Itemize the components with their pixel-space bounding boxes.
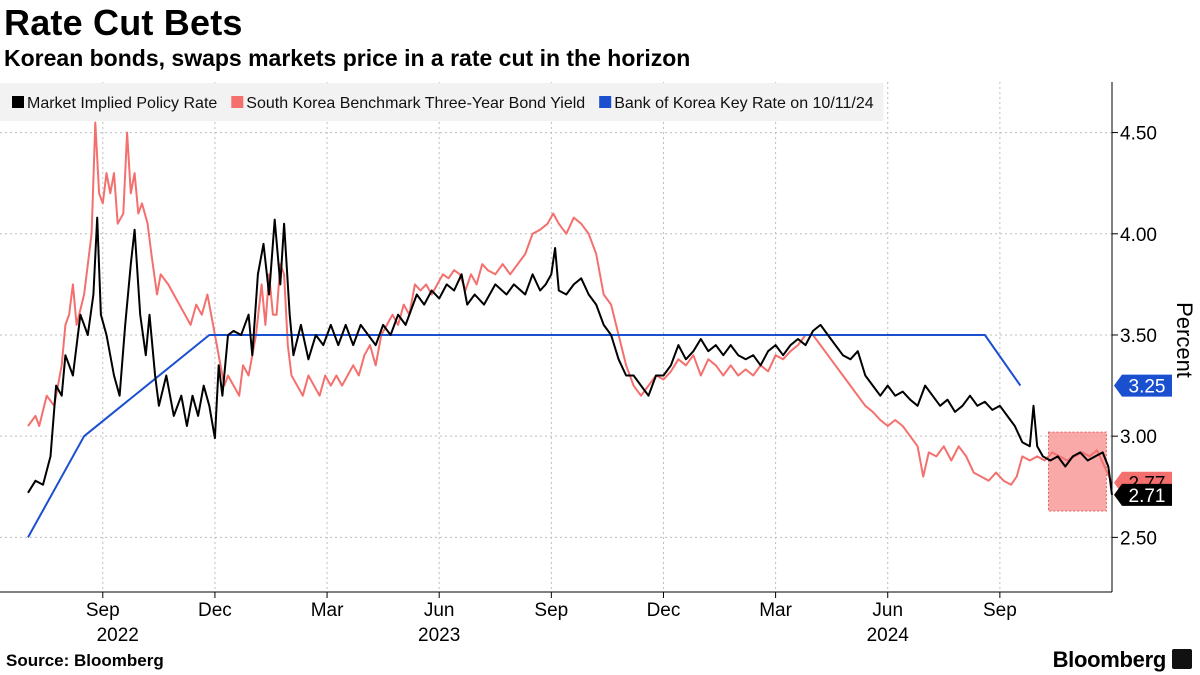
series-layer: [27, 121, 1113, 538]
legend-swatch-key: [599, 96, 612, 108]
end-label-tag-key: [1114, 374, 1172, 397]
x-tick-label: Mar: [759, 600, 792, 621]
x-tick-label: Sep: [983, 600, 1017, 621]
series-line-policy: [27, 216, 1113, 496]
y-tick-label: 4.00: [1120, 225, 1157, 246]
legend-background: [0, 83, 884, 121]
end-labels: 3.252.772.71: [1114, 374, 1172, 507]
x-tick-label: Dec: [647, 600, 681, 621]
brand-logo-text: Bloomberg: [1052, 647, 1167, 672]
x-tick-label: Jun: [872, 600, 903, 621]
legend-label-key: Bank of Korea Key Rate on 10/11/24: [614, 95, 874, 112]
end-label-key: 3.25: [1129, 377, 1166, 398]
highlight-layer: [1047, 431, 1107, 512]
y-tick-label: 3.50: [1120, 326, 1157, 347]
axis-layer: 4.50 4.00 3.50 3.00 2.50 Sep Dec Mar Jun Sep Dec Ma…: [0, 82, 1197, 646]
series-line-key: [27, 334, 1022, 538]
legend-swatch-policy: [12, 96, 24, 108]
y-tick-label: 3.00: [1120, 427, 1157, 448]
x-year-label: 2023: [418, 625, 460, 646]
end-label-policy: 2.71: [1129, 486, 1166, 507]
y-tick-label: 2.50: [1120, 528, 1157, 549]
chart-title: Rate Cut Bets: [4, 2, 243, 43]
x-tick-label: Sep: [86, 600, 120, 621]
y-tick-label: 4.50: [1120, 124, 1157, 145]
y-axis-title: Percent: [1172, 302, 1197, 378]
legend-swatch-bond: [231, 96, 244, 108]
x-tick-label: Mar: [311, 600, 344, 621]
chart-subtitle: Korean bonds, swaps markets price in a r…: [4, 45, 691, 71]
highlight-box: [1047, 431, 1107, 512]
end-label-tag-policy: [1114, 483, 1172, 506]
source-note: Source: Bloomberg: [6, 651, 164, 670]
x-year-label: 2022: [97, 625, 139, 646]
series-line-bond: [27, 121, 1113, 486]
grid-layer: [0, 82, 1112, 592]
legend-label-policy: Market Implied Policy Rate: [27, 95, 217, 112]
x-tick-label: Jun: [424, 600, 455, 621]
x-tick-label: Sep: [534, 600, 568, 621]
x-year-label: 2024: [867, 625, 910, 646]
legend-label-bond: South Korea Benchmark Three-Year Bond Yi…: [246, 95, 585, 112]
x-tick-label: Dec: [198, 600, 232, 621]
bloomberg-terminal-icon: [1172, 649, 1192, 669]
legend: Market Implied Policy Rate South Korea Be…: [0, 83, 884, 121]
